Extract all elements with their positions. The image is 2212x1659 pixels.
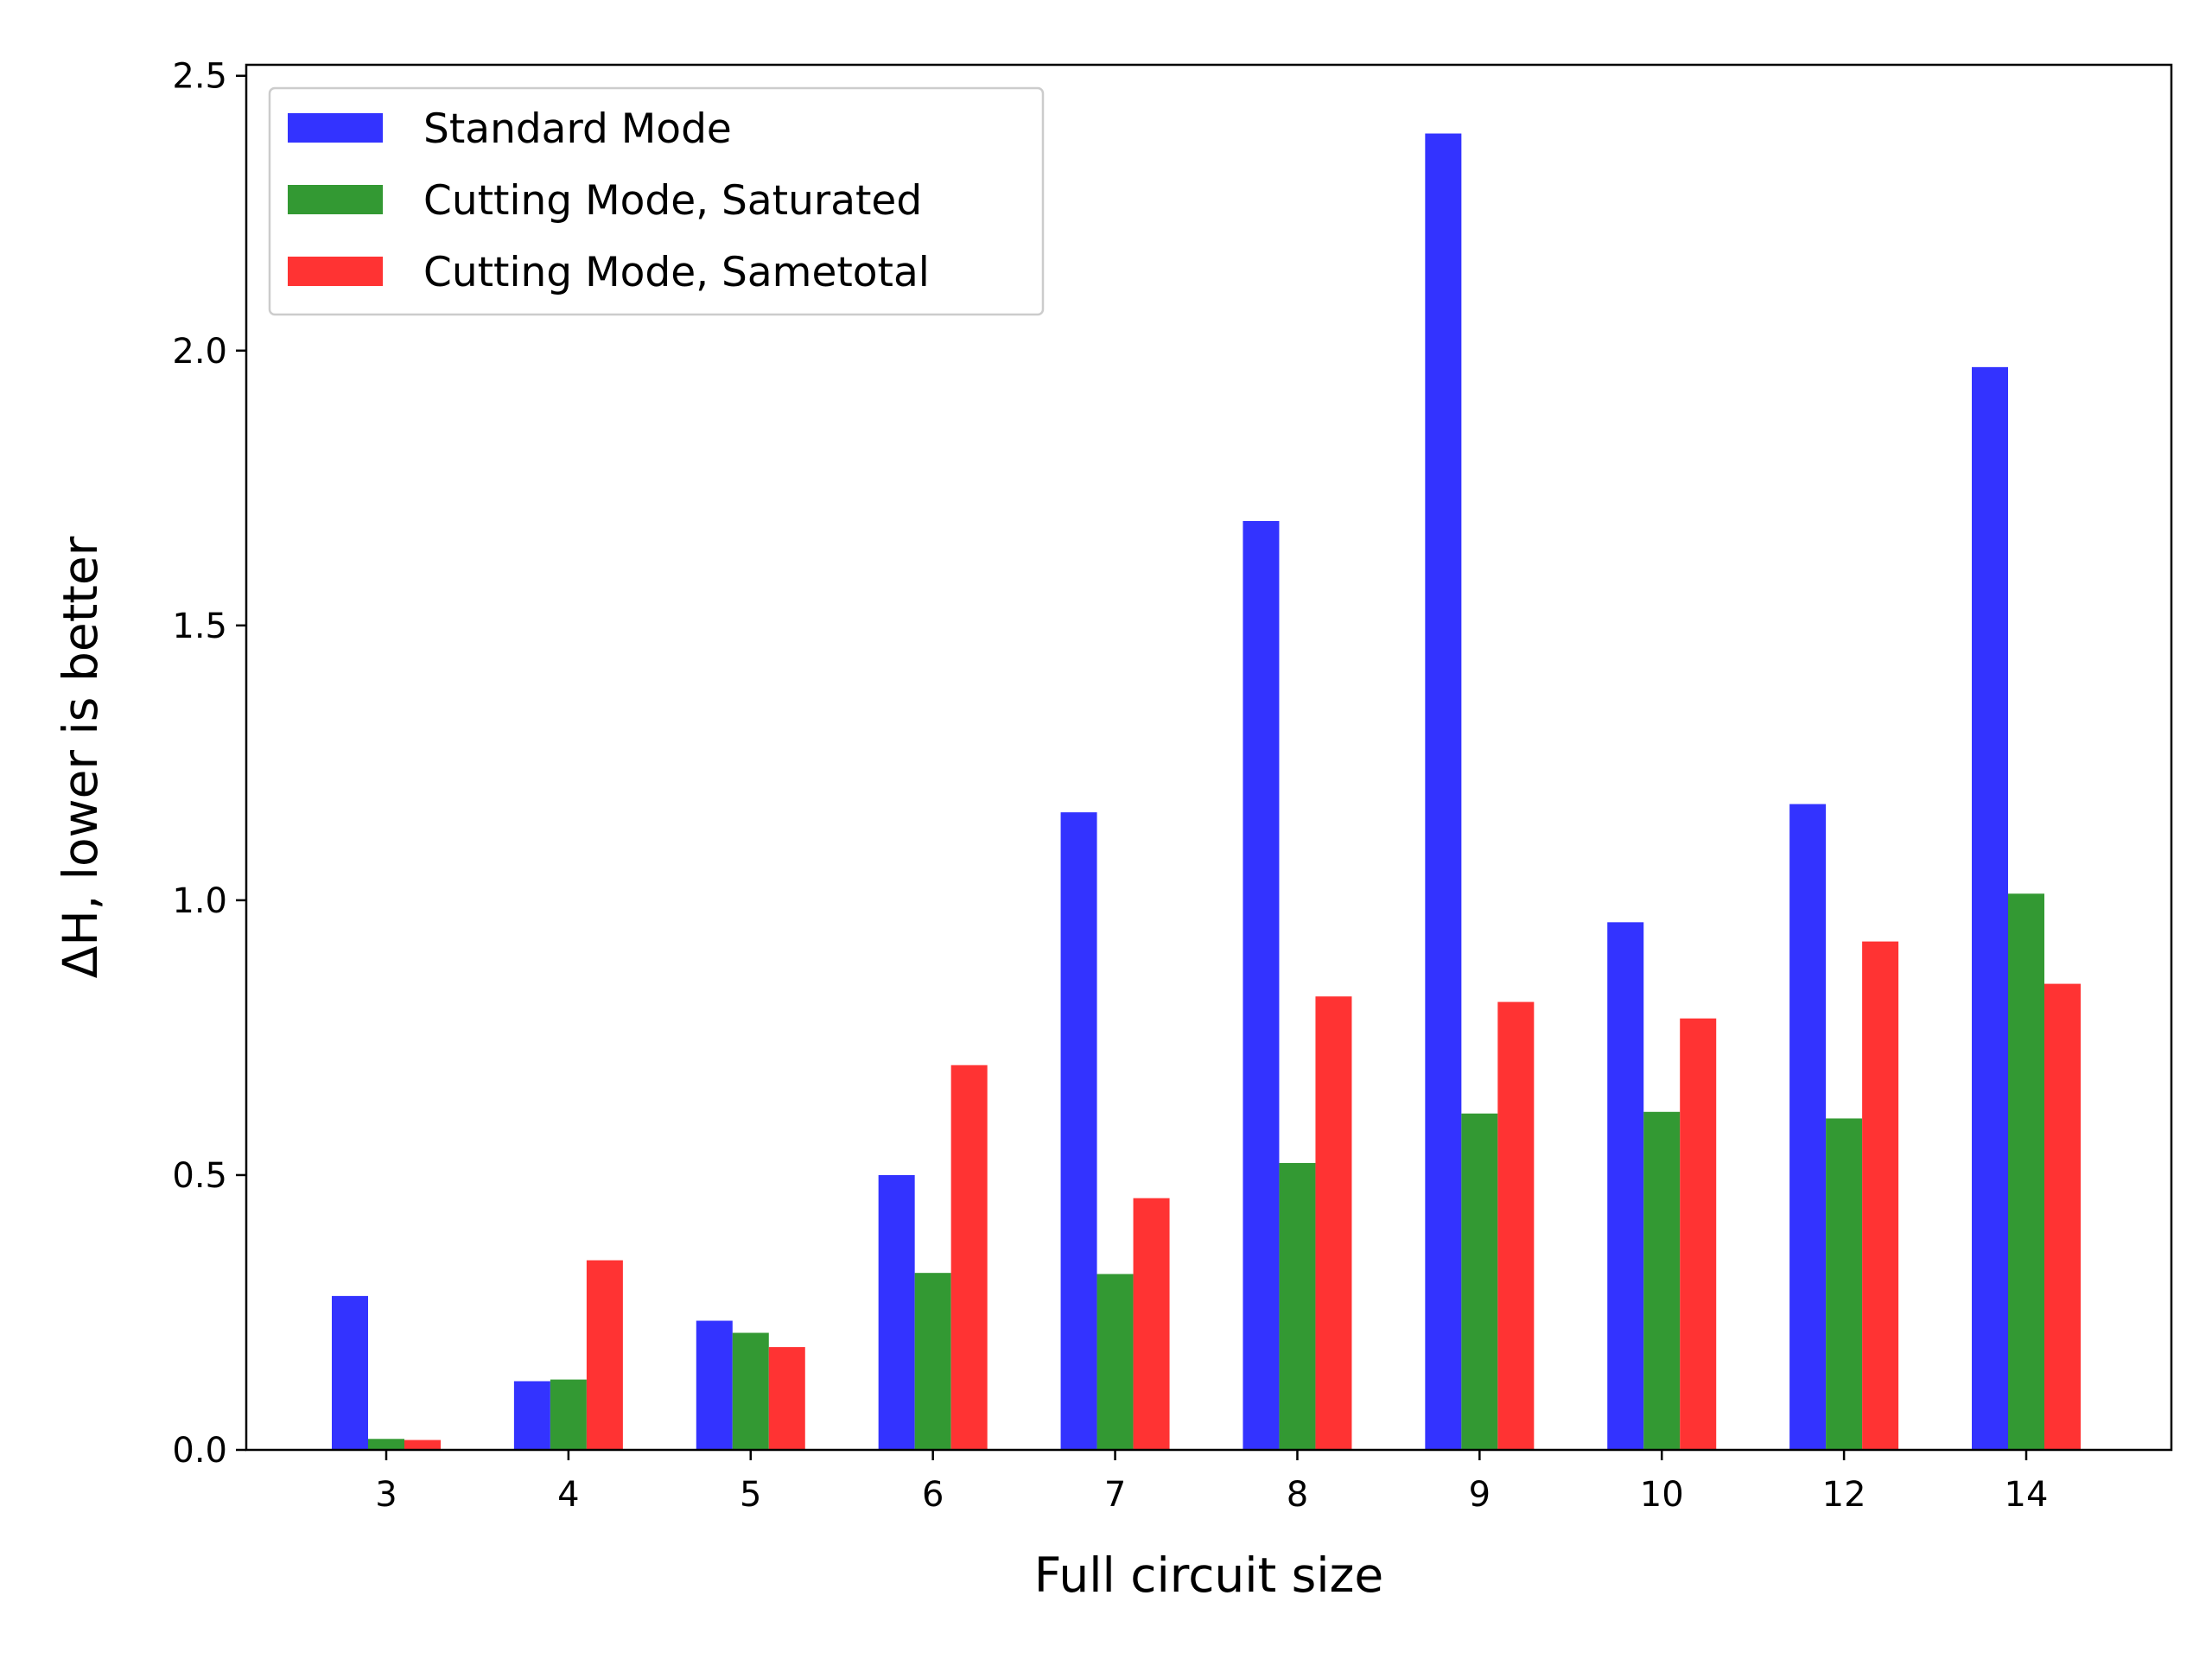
bar-1-9: [1425, 133, 1462, 1450]
x-axis-label: Full circuit size: [1034, 1548, 1384, 1603]
x-tick-label: 3: [375, 1475, 397, 1515]
bar-3-6: [950, 1065, 988, 1450]
y-axis-label: ΔH, lower is better: [53, 536, 108, 978]
bar-3-3: [404, 1440, 441, 1450]
y-tick-label: 2.5: [172, 57, 227, 97]
y-tick-label: 1.5: [172, 607, 227, 646]
bar-3-4: [586, 1260, 623, 1450]
legend-swatch: [288, 257, 383, 286]
bar-3-8: [1315, 996, 1352, 1450]
bar-3-12: [1862, 941, 1899, 1450]
bar-1-14: [1972, 366, 2008, 1451]
legend: Standard Mode Cutting Mode, Saturated Cutt…: [268, 86, 1045, 316]
y-tick-label: 0.0: [172, 1431, 227, 1471]
x-tick-label: 4: [557, 1475, 579, 1515]
bar-1-6: [878, 1174, 915, 1450]
bar-2-4: [550, 1379, 587, 1450]
x-tick-label: 8: [1287, 1475, 1308, 1515]
bar-2-7: [1096, 1274, 1134, 1450]
bar-1-8: [1243, 520, 1280, 1451]
legend-label: Cutting Mode, Saturated: [423, 177, 922, 225]
x-tick-label: 12: [1822, 1475, 1866, 1515]
bar-3-14: [2044, 983, 2081, 1450]
x-tick-label: 6: [922, 1475, 944, 1515]
bar-3-5: [768, 1347, 805, 1450]
plot-frame: [245, 63, 2173, 1452]
bar-1-10: [1607, 922, 1644, 1450]
x-tick-label: 14: [2005, 1475, 2049, 1515]
bar-1-3: [332, 1295, 368, 1450]
bar-2-8: [1279, 1162, 1316, 1450]
y-tick-label: 1.0: [172, 881, 227, 921]
legend-swatch: [288, 185, 383, 214]
x-tick-label: 10: [1640, 1475, 1684, 1515]
x-tick-label: 9: [1469, 1475, 1491, 1515]
y-tick-label: 2.0: [172, 332, 227, 372]
bars-layer: [332, 133, 2081, 1451]
legend-label: Standard Mode: [423, 105, 732, 153]
x-tick-label: 5: [740, 1475, 761, 1515]
bar-1-5: [696, 1320, 733, 1450]
bar-3-7: [1133, 1198, 1170, 1450]
bar-2-5: [732, 1332, 769, 1450]
bar-1-12: [1789, 804, 1827, 1450]
y-tick-label: 0.5: [172, 1156, 227, 1196]
bar-2-9: [1461, 1113, 1498, 1450]
bar-3-9: [1497, 1001, 1535, 1450]
bar-3-10: [1680, 1018, 1717, 1450]
legend-box: [268, 86, 1045, 316]
bar-2-3: [368, 1439, 404, 1450]
legend-swatch: [288, 113, 383, 143]
bar-2-14: [2008, 893, 2044, 1450]
bar-1-4: [513, 1381, 550, 1450]
bar-1-7: [1060, 812, 1097, 1450]
legend-label: Cutting Mode, Sametotal: [423, 249, 930, 296]
axes-layer: 0.0 0.5 1.0 1.5 2.0 2.5 3 4 5 6 7 8 9 10 12 14: [172, 57, 2173, 1515]
bar-2-6: [914, 1273, 951, 1450]
bar-2-10: [1643, 1111, 1681, 1450]
bar-2-12: [1826, 1118, 1863, 1450]
x-tick-label: 7: [1104, 1475, 1126, 1515]
